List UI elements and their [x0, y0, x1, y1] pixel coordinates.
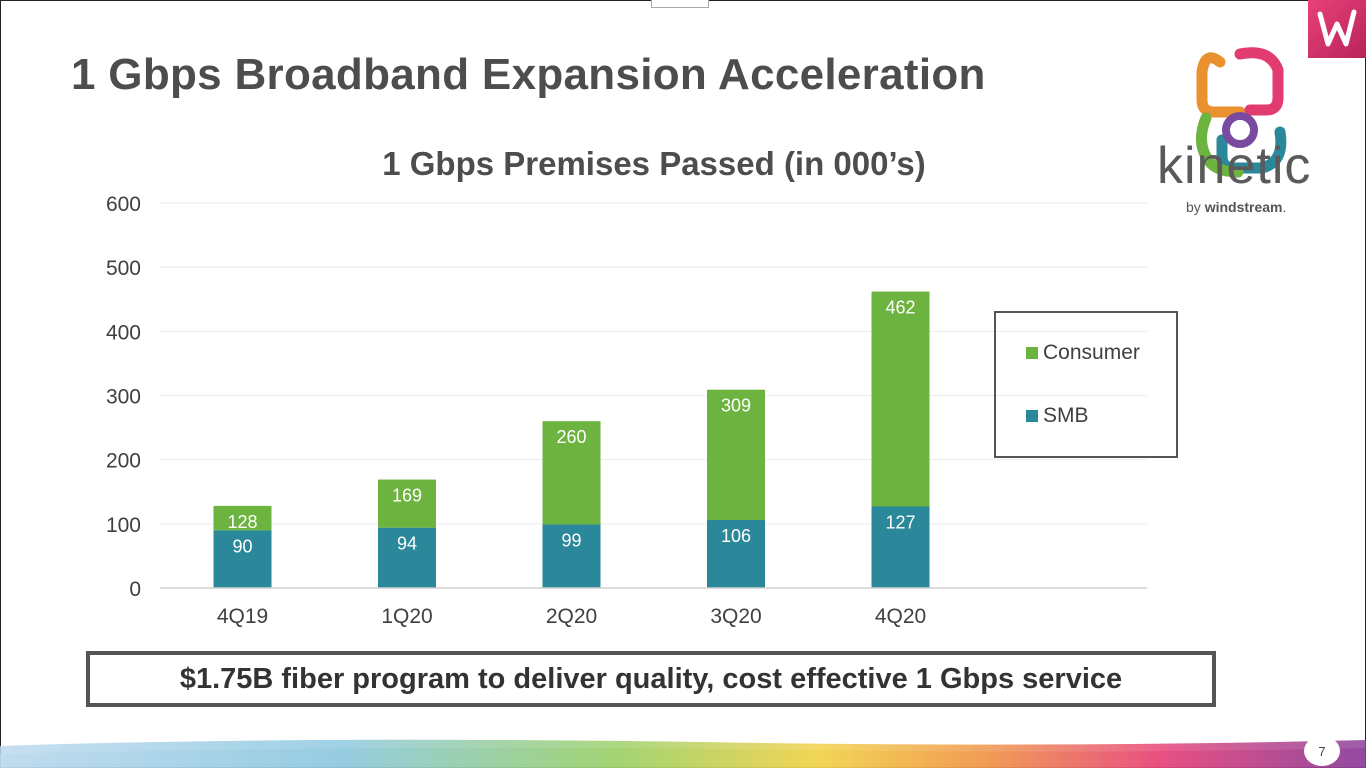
- data-label-total: 462: [885, 298, 915, 318]
- brand-name: kinetic: [1157, 137, 1312, 195]
- x-tick-label: 4Q19: [217, 605, 268, 628]
- bar-consumer: [378, 479, 436, 528]
- data-label-total: 309: [721, 396, 751, 416]
- data-label-total: 128: [227, 512, 257, 532]
- legend-swatch-consumer: [1026, 347, 1038, 359]
- data-label-smb: 106: [721, 526, 751, 546]
- data-label-smb: 127: [885, 513, 915, 533]
- data-label-smb: 90: [232, 536, 252, 556]
- y-tick-label: 600: [106, 193, 141, 216]
- legend-label-smb: SMB: [1043, 404, 1089, 427]
- brand-tagline-suffix: .: [1282, 199, 1287, 215]
- chart-bars: [213, 291, 930, 588]
- x-tick-label: 1Q20: [381, 605, 432, 628]
- bar-smb: [213, 530, 272, 588]
- bar-consumer: [871, 291, 930, 507]
- y-tick-label: 300: [106, 386, 141, 409]
- chart-axes: 0 100 200 300 400 500 600 4Q19 1Q20 2Q20 3Q20 4Q20: [106, 193, 1147, 628]
- legend-item-smb: SMB: [1026, 404, 1089, 428]
- bar-consumer: [542, 421, 601, 525]
- chart-title: 1 Gbps Premises Passed (in 000’s): [382, 145, 926, 182]
- bar-smb: [707, 519, 765, 588]
- data-label-total: 260: [556, 427, 586, 447]
- x-tick-label: 3Q20: [710, 605, 761, 628]
- chart-labels: 90 128 94 169 99 260 106 309 127 462: [227, 298, 915, 557]
- kinetic-swirl-logo: [1196, 47, 1287, 178]
- windstream-w-logo: [1308, 0, 1366, 58]
- data-label-smb: 99: [561, 530, 581, 550]
- y-tick-label: 0: [129, 578, 141, 601]
- data-label-total: 169: [392, 486, 422, 506]
- fiber-program-callout: $1.75B fiber program to deliver quality,…: [86, 651, 1216, 707]
- brand-tagline: by windstream.: [1186, 199, 1286, 215]
- legend-label-consumer: Consumer: [1043, 341, 1140, 364]
- bar-smb: [871, 506, 930, 588]
- bar-consumer: [213, 505, 272, 531]
- legend-item-consumer: Consumer: [1026, 341, 1140, 365]
- bar-consumer: [707, 389, 765, 520]
- chart-gridlines: [160, 202, 1147, 525]
- data-label-smb: 94: [397, 534, 417, 554]
- x-tick-label: 2Q20: [546, 605, 597, 628]
- brand-tagline-prefix: by: [1186, 199, 1205, 215]
- y-tick-label: 200: [106, 450, 141, 473]
- y-tick-label: 500: [106, 257, 141, 280]
- y-tick-label: 100: [106, 514, 141, 537]
- bar-smb: [542, 524, 601, 588]
- brand-tagline-brand: windstream: [1204, 199, 1283, 215]
- rainbow-footer-band: [0, 739, 1366, 768]
- top-tab: [651, 0, 709, 8]
- x-tick-label: 4Q20: [875, 605, 926, 628]
- chart-legend: Consumer SMB: [994, 311, 1178, 458]
- page-number: 7: [1304, 736, 1340, 766]
- slide-title: 1 Gbps Broadband Expansion Acceleration: [71, 50, 986, 99]
- y-tick-label: 400: [106, 321, 141, 344]
- legend-swatch-smb: [1026, 410, 1038, 422]
- bar-smb: [378, 527, 436, 588]
